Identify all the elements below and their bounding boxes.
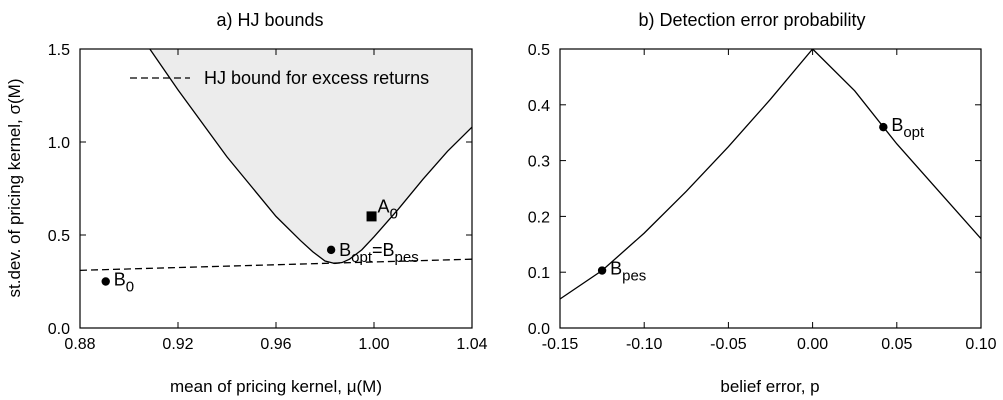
panel-a-x-axis-title: mean of pricing kernel, μ(M): [170, 377, 382, 396]
panel-a-plot-area: [80, 49, 472, 271]
panel-b-y-tick-label: 0.3: [528, 154, 550, 171]
panel-a-y-tick-label: 1.0: [48, 135, 70, 152]
panel-a-ticks: 0.88 0.92 0.96 1.00 1.04 0.0 0.5 1.0 1.5: [48, 42, 488, 353]
legend-label-excess-returns: HJ bound for excess returns: [204, 68, 429, 88]
panel-a-point-label: A0: [378, 196, 398, 222]
panel-a-y-tick-label: 0.0: [48, 321, 70, 338]
panel-a-x-tick-label: 0.92: [162, 336, 193, 353]
panel-b-point-label: Bpes: [610, 259, 646, 285]
panel-b-x-tick-label: 0.00: [797, 336, 828, 353]
panel-a-x-tick-label: 0.96: [260, 336, 291, 353]
panel-a-legend: HJ bound for excess returns: [130, 68, 429, 88]
panel-b-y-tick-label: 0.1: [528, 265, 550, 282]
panel-a-y-axis-title: st.dev. of pricing kernel, σ(M): [5, 79, 24, 298]
panel-b: b) Detection error probability -0.15 -0.1…: [528, 10, 997, 396]
panel-a: a) HJ bounds 0.88 0.92 0.96 1.00 1.04 0.0 0.5 1…: [5, 10, 488, 396]
panel-b-plot-area: [560, 49, 981, 300]
panel-a-points: A0 Bopt=Bpes B0: [101, 196, 419, 296]
panel-b-x-axis-title: belief error, p: [720, 377, 819, 396]
panel-a-title: a) HJ bounds: [216, 10, 323, 30]
panel-b-frame: [559, 48, 982, 329]
panel-a-y-tick-label: 1.5: [48, 42, 70, 59]
panel-b-y-tick-label: 0.2: [528, 209, 550, 226]
panel-b-y-tick-label: 0.0: [528, 321, 550, 338]
panel-b-x-tick-label: 0.05: [881, 336, 912, 353]
panel-a-x-tick-label: 0.88: [64, 336, 95, 353]
panel-b-x-tick-label: 0.10: [965, 336, 996, 353]
panel-b-point-label: Bopt: [891, 115, 925, 141]
panel-a-series-0-line: [149, 49, 472, 265]
panel-a-point-label: B0: [114, 270, 134, 296]
panel-b-x-tick-label: -0.10: [626, 336, 663, 353]
panel-a-point-label: Bopt=Bpes: [339, 240, 419, 266]
panel-b-x-tick-label: -0.15: [542, 336, 579, 353]
panel-a-point-marker: [101, 277, 110, 286]
panel-b-points: Bpes Bopt: [597, 115, 925, 285]
panel-b-point-marker: [879, 122, 888, 132]
panel-a-y-tick-label: 0.5: [48, 228, 70, 245]
panel-a-x-tick-label: 1.00: [358, 336, 389, 353]
panel-b-y-tick-label: 0.4: [528, 98, 550, 115]
panel-b-ticks: -0.15 -0.10 -0.05 0.00 0.05 0.10 0.0 0.1 0.2 0.3 0…: [528, 42, 997, 353]
panel-b-y-tick-label: 0.5: [528, 42, 550, 59]
panel-a-point-marker: [326, 245, 336, 255]
panel-a-x-tick-label: 1.04: [456, 336, 487, 353]
panel-b-point-marker: [597, 266, 607, 275]
panel-b-title: b) Detection error probability: [638, 10, 865, 30]
panel-a-point-marker-square: [366, 211, 377, 222]
panel-a-shaded-region: [149, 49, 472, 264]
panel-b-x-tick-label: -0.05: [710, 336, 747, 353]
panel-b-series-0-line: [560, 49, 981, 300]
